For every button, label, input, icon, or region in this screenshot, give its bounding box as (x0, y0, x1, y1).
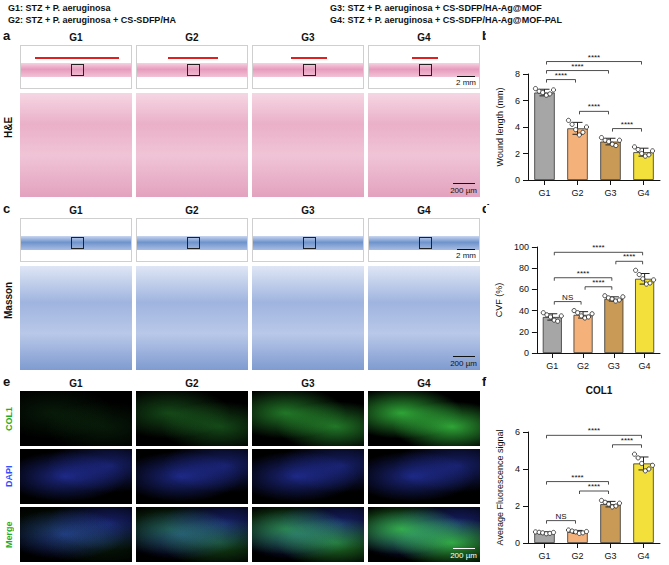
html-text:G1: G1 (69, 32, 83, 43)
svg-text:****: **** (621, 120, 633, 129)
svg-text:0: 0 (515, 538, 520, 548)
html-text:G3: G3 (301, 205, 315, 216)
svg-text:G4: G4 (639, 361, 651, 371)
html-text:G2: G2 (185, 205, 199, 216)
svg-text:****: **** (592, 278, 604, 287)
svg-text:6: 6 (515, 427, 520, 437)
svg-text:0: 0 (515, 175, 520, 185)
html-text:G1: G1 (69, 378, 83, 389)
html-text:Masson: Masson (3, 281, 14, 319)
svg-text:****: **** (588, 426, 600, 435)
html-text:Merge: Merge (4, 521, 14, 548)
svg-text:****: **** (577, 269, 589, 278)
html-text:200 µm: 200 µm (450, 186, 477, 195)
svg-text:4: 4 (515, 464, 520, 474)
html-text:G4: G4 (417, 378, 431, 389)
html-text:G4: G4 (417, 32, 431, 43)
svg-text:40: 40 (519, 306, 529, 316)
svg-text:G2: G2 (571, 188, 583, 198)
svg-text:****: **** (588, 53, 600, 62)
html-text:2 mm: 2 mm (456, 251, 476, 260)
html-text:e: e (3, 374, 11, 389)
svg-text:G1: G1 (546, 361, 558, 371)
html-text:200 µm: 200 µm (450, 359, 477, 368)
svg-text:G3: G3 (604, 188, 616, 198)
html-text:G1: STZ + P. aeruginosa: G1: STZ + P. aeruginosa (8, 3, 111, 13)
svg-text:****: **** (588, 102, 600, 111)
html-text:G4: STZ + P. aeruginosa + CS-S: G4: STZ + P. aeruginosa + CS-SDFP/HA-Ag@… (330, 15, 562, 25)
svg-text:100: 100 (514, 242, 529, 252)
html-text:G2: STZ + P. aeruginosa + CS-S: G2: STZ + P. aeruginosa + CS-SDFP/HA (8, 15, 176, 25)
svg-text:G2: G2 (571, 551, 583, 561)
svg-text:G1: G1 (538, 551, 550, 561)
html-text:G4: G4 (417, 205, 431, 216)
svg-text:G1: G1 (538, 188, 550, 198)
svg-text:NS: NS (555, 512, 566, 521)
svg-text:0: 0 (524, 348, 529, 358)
svg-text:****: **** (555, 71, 567, 80)
html-text:d: d (482, 201, 490, 216)
svg-text:20: 20 (519, 327, 529, 337)
svg-text:CVF (%): CVF (%) (494, 283, 504, 318)
svg-text:G4: G4 (637, 188, 649, 198)
svg-text:Wound length (mm): Wound length (mm) (495, 88, 505, 167)
html-text:G3: G3 (301, 378, 315, 389)
svg-text:60: 60 (519, 284, 529, 294)
svg-text:80: 80 (519, 263, 529, 273)
svg-text:****: **** (571, 62, 583, 71)
html-text:G3: G3 (301, 32, 315, 43)
html-text:b: b (482, 28, 490, 43)
svg-text:****: **** (588, 482, 600, 491)
svg-text:4: 4 (515, 122, 520, 132)
html-text:G1: G1 (69, 205, 83, 216)
html-text:200 µm: 200 µm (450, 551, 477, 560)
html-text:DAPI: DAPI (4, 465, 14, 488)
svg-text:****: **** (621, 436, 633, 445)
html-text:COL1: COL1 (4, 406, 14, 431)
html-text:c: c (3, 201, 11, 216)
svg-text:2: 2 (515, 149, 520, 159)
html-text:a: a (3, 28, 11, 43)
svg-text:6: 6 (515, 96, 520, 106)
html-text:G3: STZ + P. aeruginosa + CS-S: G3: STZ + P. aeruginosa + CS-SDFP/HA-Ag@… (330, 3, 542, 13)
html-text:2 mm: 2 mm (456, 78, 476, 87)
svg-text:G3: G3 (608, 361, 620, 371)
svg-text:Average Fluorescence signal: Average Fluorescence signal (495, 430, 505, 546)
html-text:H&E: H&E (3, 116, 14, 138)
html-text:f: f (482, 374, 487, 389)
html-text:G2: G2 (185, 32, 199, 43)
svg-text:G2: G2 (577, 361, 589, 371)
svg-text:8: 8 (515, 69, 520, 79)
svg-text:****: **** (592, 243, 604, 252)
svg-text:NS: NS (562, 293, 573, 302)
svg-text:****: **** (623, 252, 635, 261)
svg-text:G3: G3 (604, 551, 616, 561)
html-text:G2: G2 (185, 378, 199, 389)
svg-text:COL1: COL1 (586, 385, 613, 396)
svg-text:****: **** (571, 473, 583, 482)
svg-text:G4: G4 (637, 551, 649, 561)
svg-text:2: 2 (515, 501, 520, 511)
